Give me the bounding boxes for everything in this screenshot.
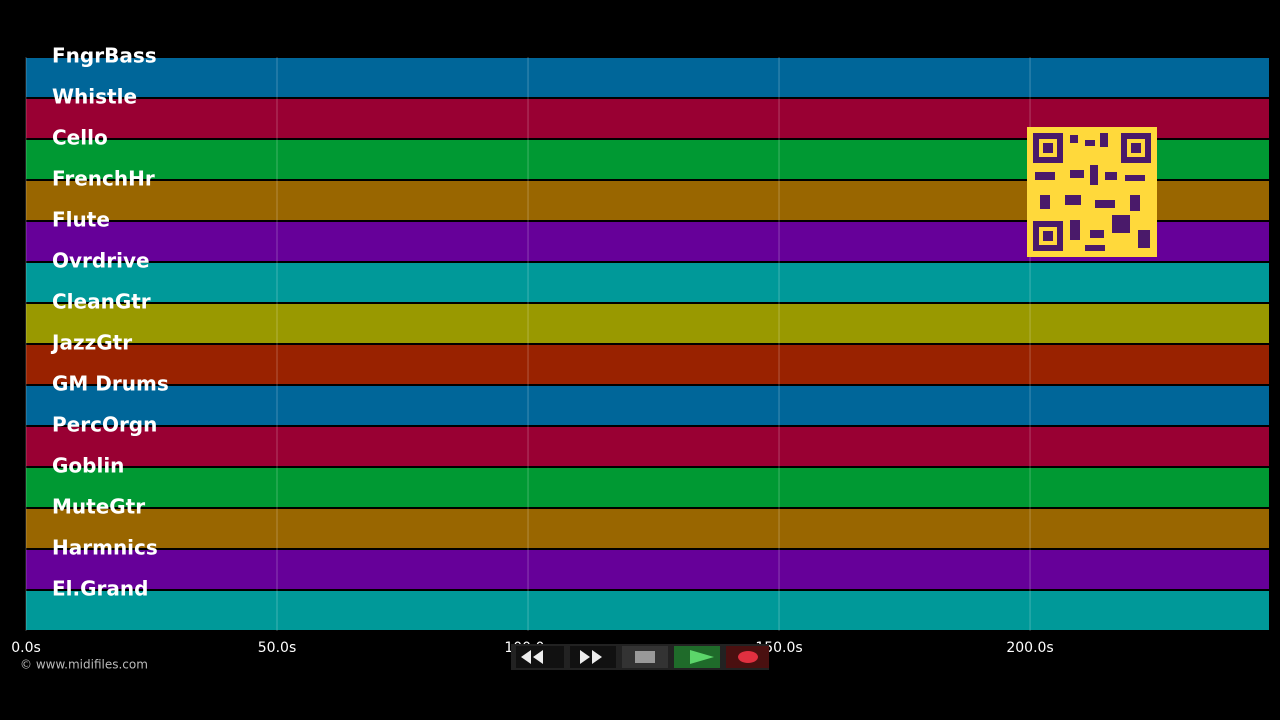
track-label: Goblin (52, 454, 124, 478)
track-lane (26, 263, 1269, 302)
track-lane (26, 591, 1269, 630)
track-label: GM Drums (52, 372, 169, 396)
stop-button[interactable] (622, 646, 668, 668)
record-button[interactable] (726, 646, 769, 668)
fast-forward-button[interactable] (570, 646, 616, 668)
track-label: MuteGtr (52, 495, 145, 519)
track-lane (26, 58, 1269, 97)
track-label: FrenchHr (52, 167, 155, 191)
x-tick-label: 200.0s (1006, 640, 1053, 656)
track-label: Flute (52, 208, 110, 232)
x-tick-label: 0.0s (11, 640, 41, 656)
track-label: Whistle (52, 85, 137, 109)
play-icon (690, 650, 714, 664)
record-icon (738, 651, 758, 663)
track-label: Ovrdrive (52, 249, 150, 273)
qr-pattern (1033, 133, 1151, 251)
track-lane (26, 427, 1269, 466)
grid (25, 57, 1031, 631)
track-lane (26, 304, 1269, 343)
x-tick-label: 50.0s (258, 640, 296, 656)
track-label: CleanGtr (52, 290, 151, 314)
labels: FngrBass Whistle Cello FrenchHr Flute Ovrdriv… (50, 44, 169, 601)
watermark: © www.midifiles.com (20, 658, 148, 672)
stop-icon (635, 651, 655, 663)
transport-controls (511, 644, 769, 670)
track-lane (26, 386, 1269, 425)
forward-icon (580, 650, 602, 664)
track-lane (26, 509, 1269, 548)
rewind-icon (521, 650, 543, 664)
track-label: Harmnics (52, 536, 158, 560)
track-label: Cello (52, 126, 108, 150)
track-lane (26, 550, 1269, 589)
track-label: PercOrgn (52, 413, 157, 437)
track-label: JazzGtr (50, 331, 132, 355)
play-button[interactable] (674, 646, 720, 668)
track-lane (26, 468, 1269, 507)
track-label: FngrBass (52, 44, 157, 68)
qr-code (1027, 127, 1157, 257)
track-label: El.Grand (52, 577, 148, 601)
rewind-button[interactable] (516, 646, 564, 668)
track-lane (26, 345, 1269, 384)
